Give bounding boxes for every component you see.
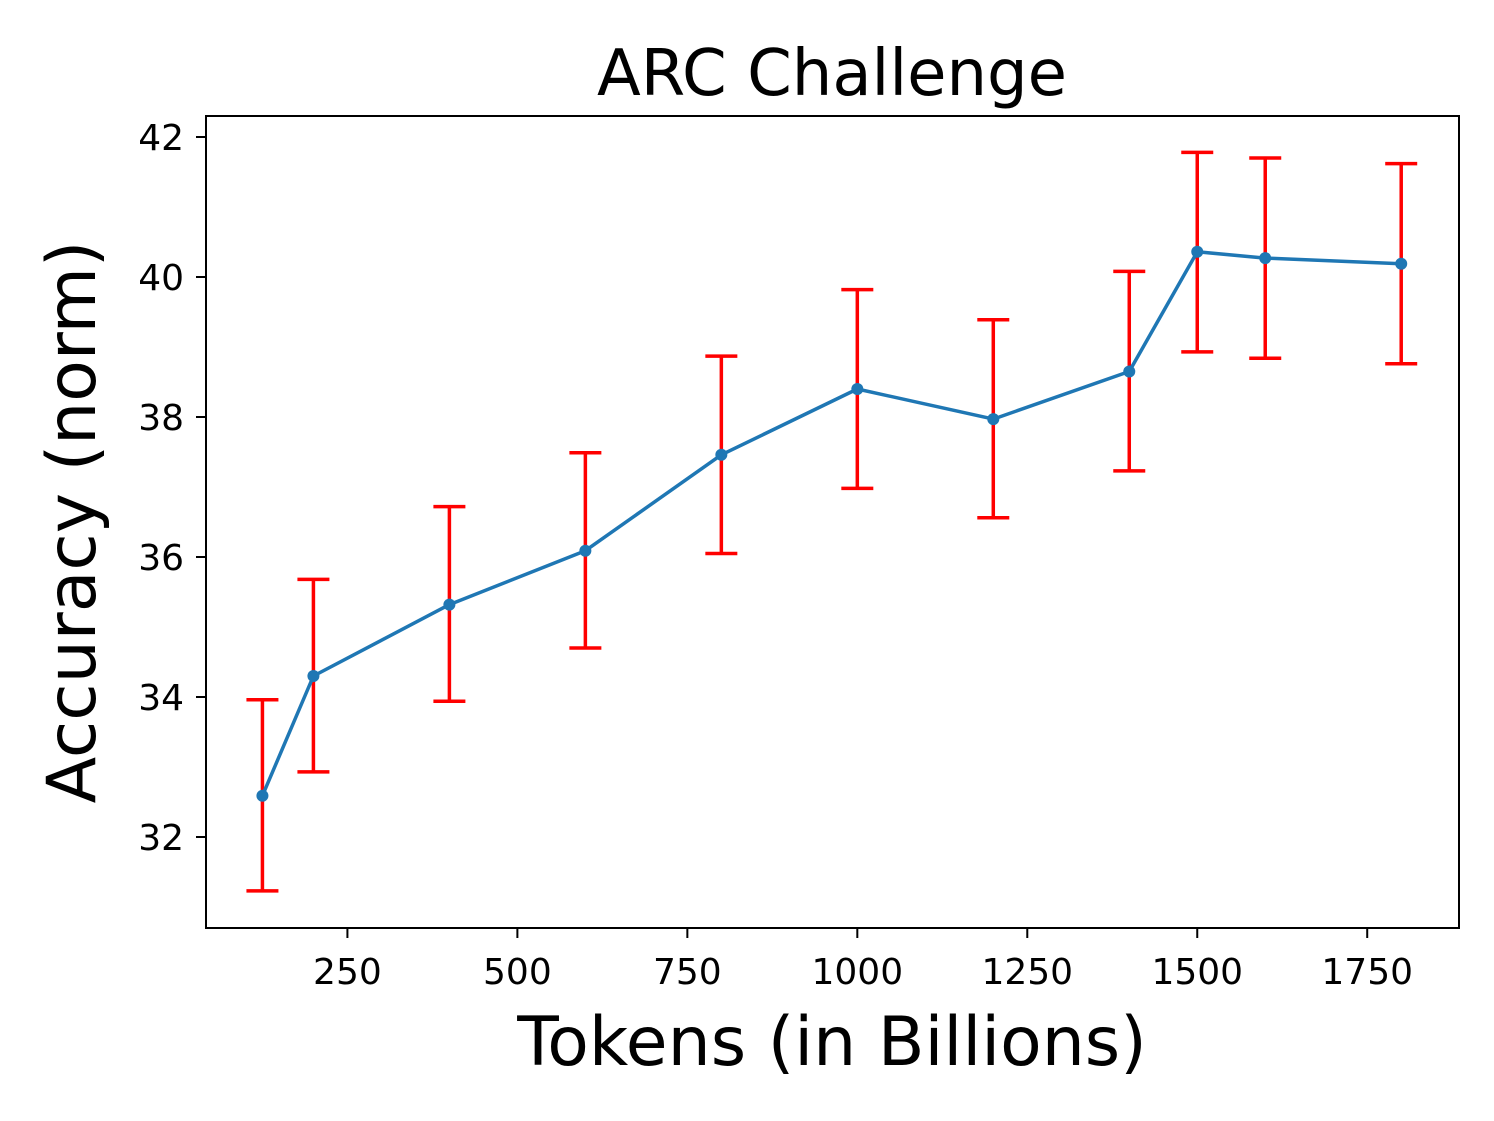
data-point (1259, 252, 1272, 265)
plot-frame (205, 115, 1460, 929)
data-point (307, 670, 320, 682)
x-tick-label: 500 (483, 952, 552, 993)
series-group (256, 245, 1408, 802)
y-tick-label: 42 (138, 118, 184, 159)
y-tick-label: 34 (138, 678, 184, 719)
data-point (851, 383, 864, 395)
data-point (1191, 245, 1204, 258)
y-tick-label: 32 (138, 818, 184, 859)
data-point (1395, 257, 1408, 270)
x-tick-label: 750 (653, 952, 722, 993)
data-point (987, 413, 1000, 426)
error-bars (246, 150, 1418, 893)
x-axis-title: Tokens (in Billions) (516, 1003, 1147, 1082)
data-point (579, 544, 592, 557)
y-tick-label: 38 (138, 398, 184, 439)
x-tick-label: 1500 (1151, 952, 1243, 993)
x-axis-ticks: 250 500 750 1000 1250 1500 1750 (313, 928, 1413, 993)
chart-title: ARC Challenge (597, 37, 1067, 111)
x-tick-label: 1250 (981, 952, 1073, 993)
data-point (256, 789, 269, 802)
data-point (443, 598, 456, 611)
x-tick-label: 1000 (812, 952, 904, 993)
y-tick-label: 40 (138, 258, 184, 299)
y-tick-label: 36 (138, 538, 184, 579)
data-point (715, 448, 728, 461)
y-axis-title: Accuracy (norm) (33, 241, 112, 804)
x-tick-label: 250 (313, 952, 382, 993)
x-tick-label: 1750 (1321, 952, 1413, 993)
y-axis-ticks: 32 34 36 38 40 42 (138, 118, 206, 859)
data-point (1123, 365, 1136, 378)
